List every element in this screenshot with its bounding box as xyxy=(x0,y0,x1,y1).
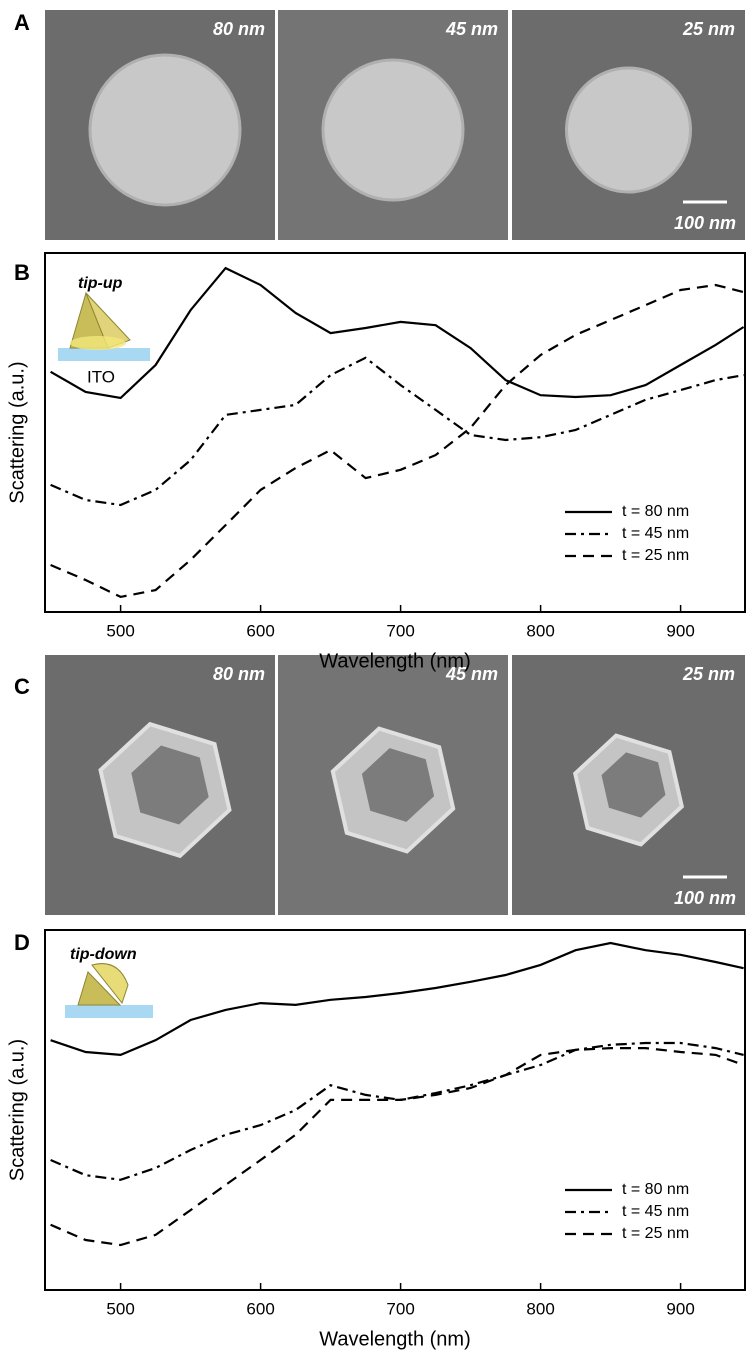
x-tick-label: 700 xyxy=(386,1299,414,1318)
x-tick-label: 700 xyxy=(386,621,414,640)
scale-bar-label: 100 nm xyxy=(674,888,736,908)
x-tick-label: 500 xyxy=(106,1299,134,1318)
image-label: 45 nm xyxy=(445,664,498,684)
panel-label: D xyxy=(14,930,30,955)
x-tick-label: 800 xyxy=(526,621,554,640)
legend-label: t = 25 nm xyxy=(622,1225,689,1242)
y-axis-label: Scattering (a.u.) xyxy=(6,1039,28,1181)
panel-label: B xyxy=(14,260,30,285)
x-axis-label: Wavelength (nm) xyxy=(319,1328,471,1350)
image-label: 25 nm xyxy=(682,19,735,39)
image-label: 80 nm xyxy=(213,664,265,684)
particle xyxy=(88,53,242,207)
particle-core xyxy=(131,745,209,825)
annotation: ITO xyxy=(87,367,115,386)
legend-label: t = 25 nm xyxy=(622,547,689,564)
x-tick-label: 900 xyxy=(666,1299,694,1318)
x-axis-label: Wavelength (nm) xyxy=(319,650,471,672)
x-tick-label: 900 xyxy=(666,621,694,640)
inset-tip-up: tip-up ITO xyxy=(58,275,150,386)
plot-frame xyxy=(44,929,746,1291)
data-line xyxy=(50,1047,744,1247)
annotation: tip-down xyxy=(70,946,137,963)
image-label: 45 nm xyxy=(445,19,498,39)
x-tick-label: 500 xyxy=(106,621,134,640)
annotation: tip-up xyxy=(78,275,123,292)
particle-core xyxy=(361,748,435,822)
data-line xyxy=(50,356,744,507)
panel-label: C xyxy=(14,674,30,699)
legend-label: t = 80 nm xyxy=(622,1181,689,1198)
inset-tip-down: tip-down xyxy=(65,946,153,1018)
particle xyxy=(565,66,692,194)
legend-label: t = 80 nm xyxy=(622,503,689,520)
image-label: 25 nm xyxy=(682,664,735,684)
particle xyxy=(321,58,465,202)
legend-label: t = 45 nm xyxy=(622,1203,689,1220)
x-tick-label: 800 xyxy=(526,1299,554,1318)
y-axis-label: Scattering (a.u.) xyxy=(6,361,28,503)
scale-bar-label: 100 nm xyxy=(674,213,736,233)
panel-label: A xyxy=(14,10,30,35)
data-line xyxy=(50,1041,744,1181)
data-line xyxy=(50,941,744,1057)
particle-core xyxy=(601,752,666,818)
plot-frame xyxy=(44,252,746,613)
image-label: 80 nm xyxy=(213,19,265,39)
x-tick-label: 600 xyxy=(246,1299,274,1318)
legend-label: t = 45 nm xyxy=(622,525,689,542)
data-line xyxy=(50,283,744,599)
x-tick-label: 600 xyxy=(246,621,274,640)
data-line xyxy=(50,266,745,400)
